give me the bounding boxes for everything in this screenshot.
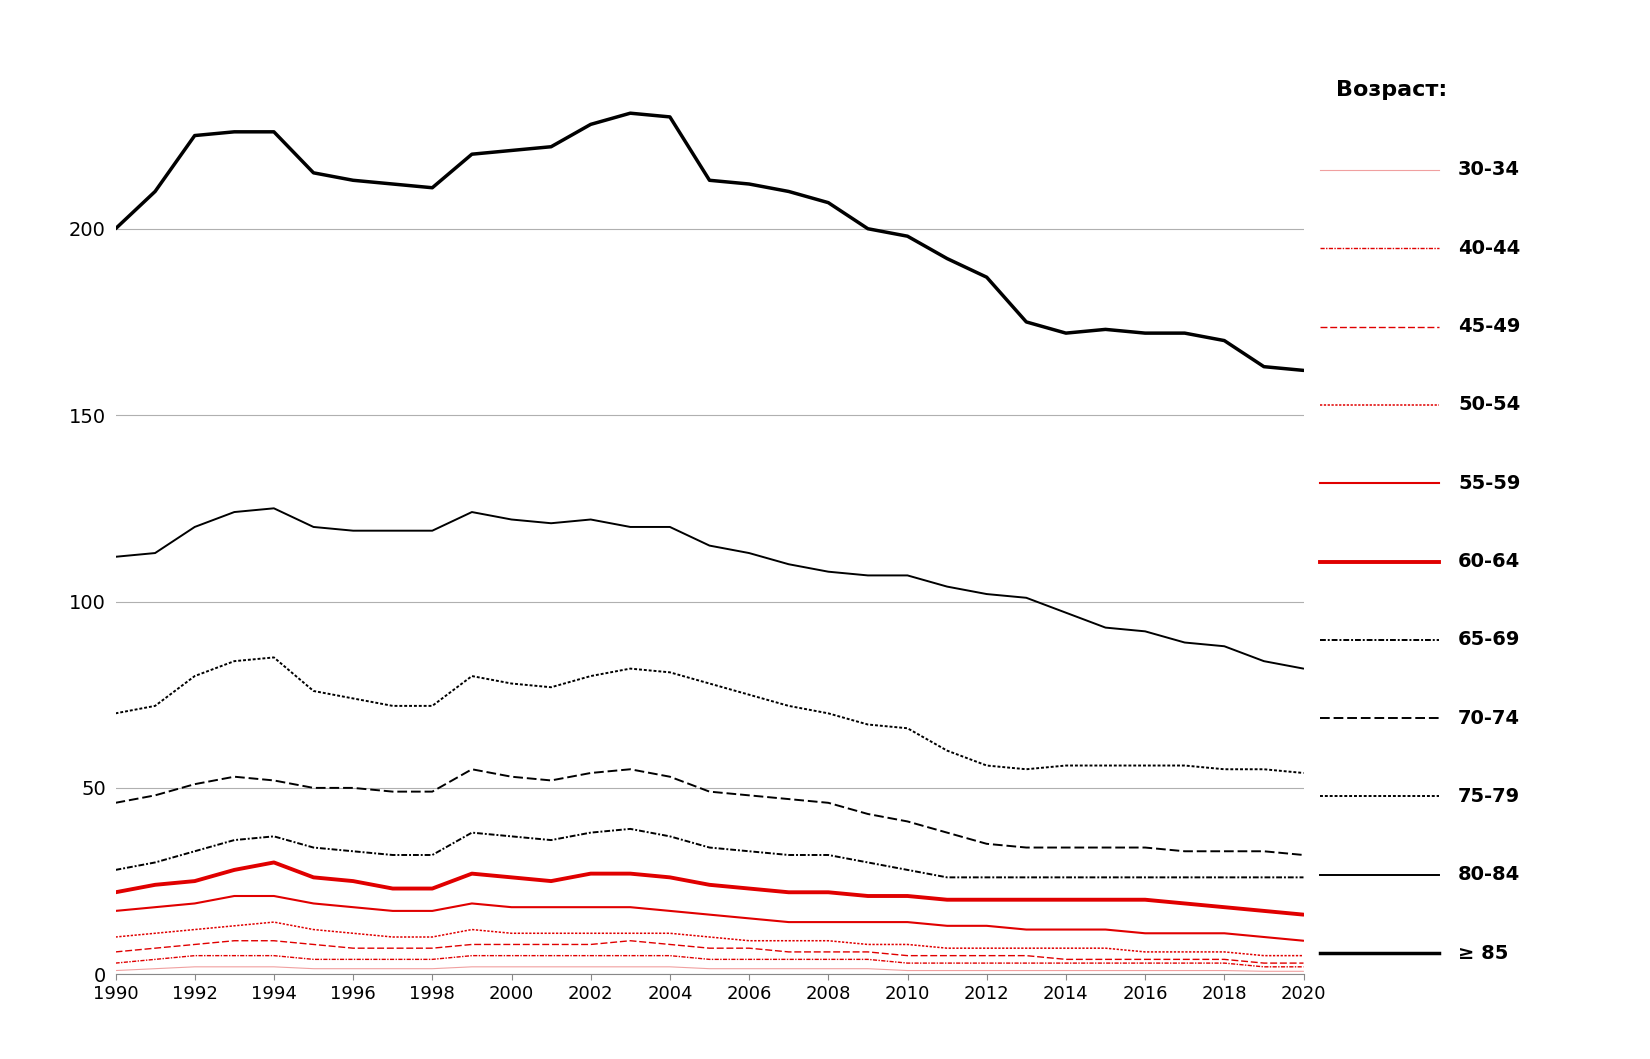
- Text: 75-79: 75-79: [1459, 787, 1520, 806]
- Text: 45-49: 45-49: [1459, 317, 1520, 336]
- Text: 60-64: 60-64: [1459, 552, 1520, 571]
- Text: Возраст:: Возраст:: [1336, 80, 1447, 100]
- Text: 30-34: 30-34: [1459, 161, 1520, 179]
- Text: 50-54: 50-54: [1459, 395, 1520, 414]
- Text: 70-74: 70-74: [1459, 708, 1520, 728]
- Text: 80-84: 80-84: [1459, 865, 1520, 884]
- Text: 65-69: 65-69: [1459, 630, 1520, 649]
- Text: ≥ 85: ≥ 85: [1459, 944, 1508, 963]
- Text: 55-59: 55-59: [1459, 473, 1520, 492]
- Text: 40-44: 40-44: [1459, 238, 1520, 257]
